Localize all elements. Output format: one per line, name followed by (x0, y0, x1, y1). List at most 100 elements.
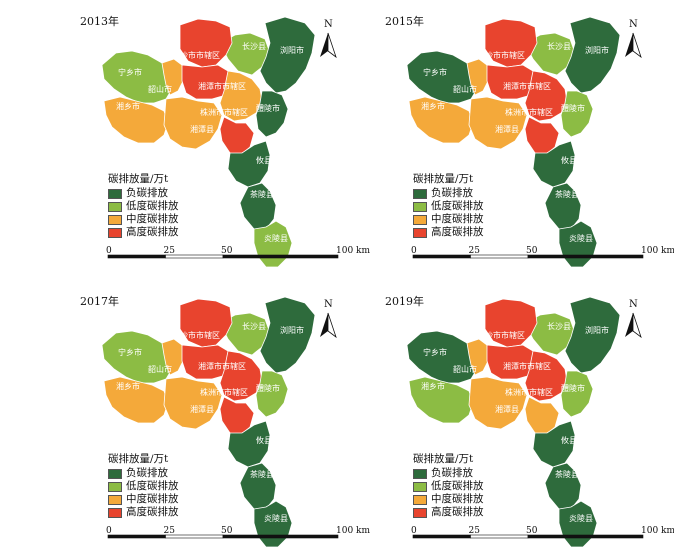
scale-bar: 0 25 50 100 km (106, 526, 370, 539)
legend-item-high: 高度碳排放 (413, 226, 484, 239)
legend-swatch (108, 494, 122, 505)
legend-item-neg: 负碳排放 (108, 187, 179, 200)
region-zhuzhou-shi (219, 70, 263, 122)
scale-bar-segment (107, 534, 166, 539)
legend-label: 低度碳排放 (126, 480, 179, 492)
region-label-liuyang: 浏阳市 (585, 325, 609, 335)
legend-item-mid: 中度碳排放 (108, 493, 179, 506)
legend-swatch (108, 227, 122, 238)
region-label-chaling: 茶陵县 (555, 469, 579, 479)
region-liling (255, 90, 289, 138)
region-liling (560, 370, 594, 418)
region-label-chaling: 茶陵县 (250, 189, 274, 199)
region-label-liuyang: 浏阳市 (280, 325, 304, 335)
legend-item-mid: 中度碳排放 (108, 213, 179, 226)
legend-swatch (413, 468, 427, 479)
region-label-changsha-shi: 长沙市市辖区 (477, 50, 525, 60)
region-youxian (532, 140, 576, 188)
region-xiangtan-xian (163, 96, 223, 150)
region-label-xiangtan-xian: 湘潭县 (495, 124, 519, 134)
region-liuyang (259, 16, 316, 94)
legend-swatch (108, 201, 122, 212)
legend-label: 中度碳排放 (126, 493, 179, 505)
region-shaoshan (161, 58, 185, 96)
scale-tick-label: 50 (221, 246, 233, 256)
scale-bar-segment (222, 254, 339, 259)
region-label-shaoshan: 韶山市 (148, 84, 172, 94)
map-panel-3: 2019年 长沙县 浏阳市 长沙市市辖区 宁乡市 韶山市 湘潭市市辖区 湘乡市 湘潭县 株洲市市辖… (375, 285, 674, 555)
region-liling (255, 370, 289, 418)
region-label-liuyang: 浏阳市 (585, 45, 609, 55)
legend-item-low: 低度碳排放 (413, 200, 484, 213)
region-label-zhuzhou-shi: 株洲市市辖区 (200, 107, 248, 117)
legend-item-mid: 中度碳排放 (413, 493, 484, 506)
region-label-xiangtan-shi: 湘潭市市辖区 (503, 361, 551, 371)
north-arrow-icon (625, 32, 642, 59)
region-liling (560, 90, 594, 138)
legend-swatch (108, 481, 122, 492)
region-chaling (239, 462, 277, 510)
region-changsha-shi (179, 18, 233, 68)
legend-label: 中度碳排放 (431, 493, 484, 505)
scale-tick-label: 25 (164, 246, 176, 256)
region-label-xiangtan-shi: 湘潭市市辖区 (503, 81, 551, 91)
legend-item-neg: 负碳排放 (413, 467, 484, 480)
scale-tick-label: 100 km (336, 246, 370, 256)
region-zhuzhou-shi (219, 350, 263, 402)
legend-label: 低度碳排放 (126, 200, 179, 212)
region-label-xiangxiang: 湘乡市 (116, 381, 140, 391)
scale-tick-label: 50 (526, 526, 538, 536)
scale-tick-label: 0 (411, 526, 417, 536)
region-shaoshan (161, 338, 185, 376)
scale-tick-label: 0 (411, 246, 417, 256)
legend-item-high: 高度碳排放 (108, 506, 179, 519)
region-label-changsha-shi: 长沙市市辖区 (172, 50, 220, 60)
region-label-xiangtan-xian: 湘潭县 (495, 404, 519, 414)
region-chaling (239, 182, 277, 230)
region-changsha-shi (179, 298, 233, 348)
scale-bar: 0 25 50 100 km (106, 246, 370, 259)
region-liuyang (564, 16, 621, 94)
region-shaoshan (466, 338, 490, 376)
region-label-zhuzhou-shi: 株洲市市辖区 (200, 387, 248, 397)
region-label-ningxiang: 宁乡市 (118, 67, 142, 77)
scale-tick-label: 50 (526, 246, 538, 256)
legend-label: 高度碳排放 (431, 226, 484, 238)
region-label-liling: 醴陵市 (256, 103, 280, 113)
region-xiangxiang (408, 96, 474, 144)
north-label: N (629, 299, 638, 310)
scale-tick-label: 25 (164, 526, 176, 536)
legend-title: 碳排放量/万t (108, 453, 169, 465)
scale-bar-segment (527, 254, 644, 259)
region-ningxiang (101, 50, 173, 104)
region-label-zhuzhou-shi: 株洲市市辖区 (505, 387, 553, 397)
region-label-xiangtan-xian: 湘潭县 (190, 404, 214, 414)
region-label-liling: 醴陵市 (561, 383, 585, 393)
region-xiangtan-xian (468, 376, 528, 430)
north-arrow-icon (320, 312, 337, 339)
region-label-yanling: 炎陵县 (569, 234, 593, 243)
legend-label: 中度碳排放 (431, 213, 484, 225)
year-label: 2015年 (385, 15, 424, 28)
scale-tick-label: 25 (469, 246, 481, 256)
region-zhuzhou-shi (524, 70, 568, 122)
region-liuyang (564, 296, 621, 374)
legend-swatch (413, 201, 427, 212)
region-xiangxiang (103, 376, 169, 424)
region-ningxiang (406, 330, 478, 384)
region-yanling (558, 220, 598, 268)
region-yanling (253, 220, 293, 268)
region-label-liling: 醴陵市 (561, 103, 585, 113)
region-youxian (227, 420, 271, 468)
legend-item-neg: 负碳排放 (108, 467, 179, 480)
legend-item-low: 低度碳排放 (108, 480, 179, 493)
scale-tick-label: 0 (106, 526, 112, 536)
region-youxian (227, 140, 271, 188)
north-label: N (324, 299, 333, 310)
legend-swatch (108, 188, 122, 199)
region-label-shaoshan: 韶山市 (453, 84, 477, 94)
legend-label: 中度碳排放 (126, 213, 179, 225)
